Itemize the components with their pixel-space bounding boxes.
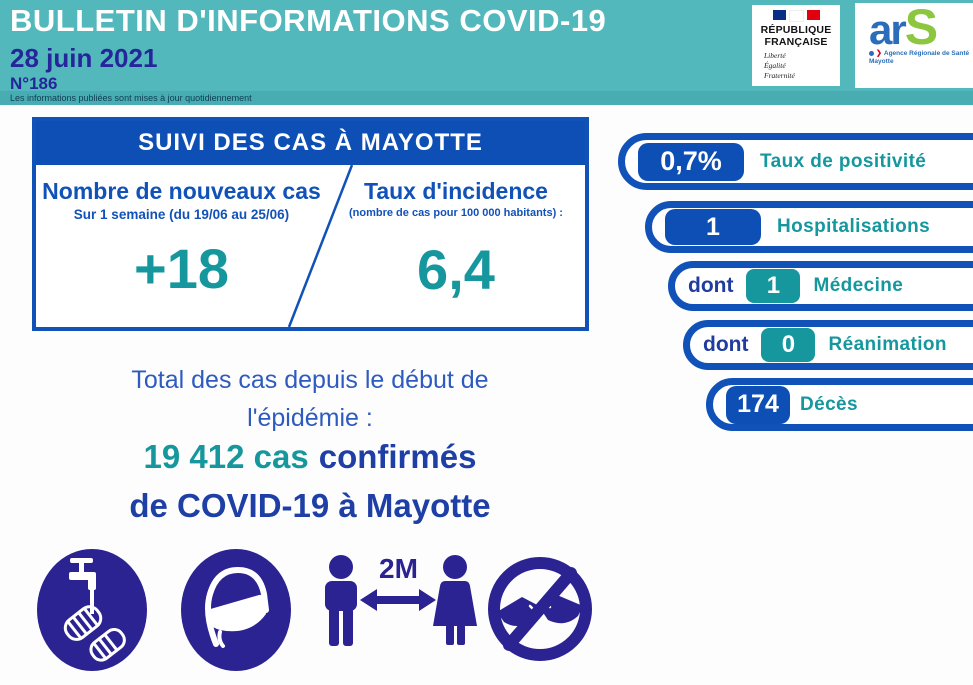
republique-francaise-logo: RÉPUBLIQUE FRANÇAISE Liberté Égalité Fra…: [752, 5, 840, 86]
issue-number: N°186: [10, 74, 58, 93]
incidence-value: 6,4: [417, 238, 495, 301]
ars-region: Mayotte: [869, 58, 894, 65]
indicator-positivity: 0,7% Taux de positivité: [618, 133, 973, 190]
update-note: Les informations publiées sont mises à j…: [10, 93, 252, 103]
medecine-prefix: dont: [688, 274, 734, 297]
deces-value: 174: [726, 385, 790, 424]
page-title: BULLETIN D'INFORMATIONS COVID-19: [10, 3, 607, 38]
indicator-reanimation: dont 0 Réanimation: [683, 320, 973, 370]
medecine-value: 1: [746, 269, 801, 303]
reanimation-value: 0: [761, 328, 816, 362]
indicator-hospitalisations: 1 Hospitalisations: [645, 201, 973, 253]
total-intro: Total des cas depuis le début de l'épidé…: [40, 362, 580, 437]
deces-label: Décès: [800, 393, 858, 415]
medecine-label: Médecine: [813, 275, 904, 296]
note-strip: [0, 91, 973, 105]
indicator-deces: 174 Décès: [706, 378, 973, 431]
distance-2m-icon: 2M: [318, 552, 478, 677]
rf-motto-line1: Liberté: [764, 51, 786, 61]
new-cases-sublabel: Sur 1 semaine (du 19/06 au 25/06): [73, 207, 290, 222]
incidence-sublabel: (nombre de cas pour 100 000 habitants) :: [349, 207, 563, 219]
ars-chevron-icon: ❯: [876, 50, 882, 57]
total-count-line: 19 412 cas confirmés: [20, 438, 600, 476]
new-cases-label: Nombre de nouveaux cas: [42, 178, 321, 204]
case-tracking-card: SUIVI DES CAS À MAYOTTE Nombre de nouvea…: [32, 117, 589, 331]
rf-name-line2: FRANÇAISE: [764, 35, 828, 48]
rf-motto-line3: Fraternité: [764, 71, 795, 81]
face-mask-icon: [180, 548, 292, 677]
bulletin-date: 28 juin 2021: [10, 43, 158, 73]
reanimation-label: Réanimation: [828, 334, 947, 355]
rf-name-line1: RÉPUBLIQUE: [760, 24, 832, 36]
ars-agency-name: Agence Régionale de Santé: [883, 49, 970, 57]
incidence-panel: Taux d'incidence (nombre de cas pour 100…: [327, 165, 585, 327]
hospitalisations-value: 1: [665, 209, 761, 245]
hospitalisations-label: Hospitalisations: [777, 216, 931, 237]
new-cases-value: +18: [133, 237, 229, 300]
ars-letter-s: S: [904, 0, 939, 55]
indicator-medecine: dont 1 Médecine: [668, 261, 973, 311]
total-count: 19 412 cas: [143, 438, 309, 475]
rf-motto-line2: Égalité: [764, 61, 786, 71]
ars-dot-icon: [869, 50, 874, 56]
ars-logo: arS ❯ Agence Régionale de Santé Mayotte: [855, 0, 973, 88]
french-flag-icon: [752, 10, 840, 22]
diagonal-divider: [287, 165, 354, 327]
total-count-suffix: confirmés: [318, 438, 477, 475]
new-cases-panel: Nombre de nouveaux cas Sur 1 semaine (du…: [36, 165, 327, 327]
positivity-label: Taux de positivité: [760, 150, 927, 172]
total-intro-line1: Total des cas depuis le début de: [131, 366, 489, 394]
positivity-value: 0,7%: [638, 142, 744, 181]
no-handshake-icon: [484, 552, 596, 671]
total-second-line: de COVID-19 à Mayotte: [129, 487, 491, 524]
ars-letters-ar: ar: [869, 6, 907, 53]
total-intro-line2: l'épidémie :: [247, 403, 373, 432]
header-band: BULLETIN D'INFORMATIONS COVID-19 28 juin…: [0, 0, 973, 105]
wash-hands-icon: [36, 548, 148, 677]
distance-label: 2M: [379, 553, 418, 584]
case-card-title: SUIVI DES CAS À MAYOTTE: [36, 121, 585, 165]
incidence-label: Taux d'incidence: [363, 178, 548, 204]
reanimation-prefix: dont: [703, 333, 749, 356]
